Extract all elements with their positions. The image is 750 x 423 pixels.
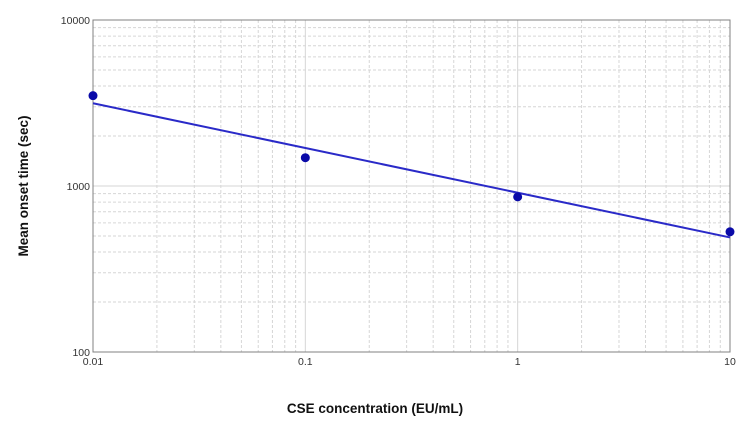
- y-tick-label: 100: [72, 347, 90, 359]
- x-tick-label: 0.1: [298, 356, 313, 368]
- y-tick-label: 10000: [61, 15, 90, 27]
- x-tick-label: 0.01: [83, 356, 104, 368]
- data-point: [725, 227, 735, 237]
- grid: [93, 20, 730, 352]
- data-point: [300, 153, 310, 163]
- fit-line: [92, 102, 731, 239]
- data-point: [88, 91, 98, 101]
- x-axis-title: CSE concentration (EU/mL): [287, 401, 463, 416]
- fit-line-layer: [92, 102, 731, 239]
- data-point: [513, 192, 523, 202]
- data-points-layer: [88, 91, 735, 237]
- x-tick-label: 1: [515, 356, 521, 368]
- plot-area-frame: [92, 19, 731, 353]
- y-axis-title: Mean onset time (sec): [16, 115, 31, 256]
- tick-labels: 0.01 0.1 1 10 100 1000 10000: [61, 15, 736, 368]
- y-tick-label: 1000: [67, 181, 91, 193]
- x-tick-label: 10: [724, 356, 736, 368]
